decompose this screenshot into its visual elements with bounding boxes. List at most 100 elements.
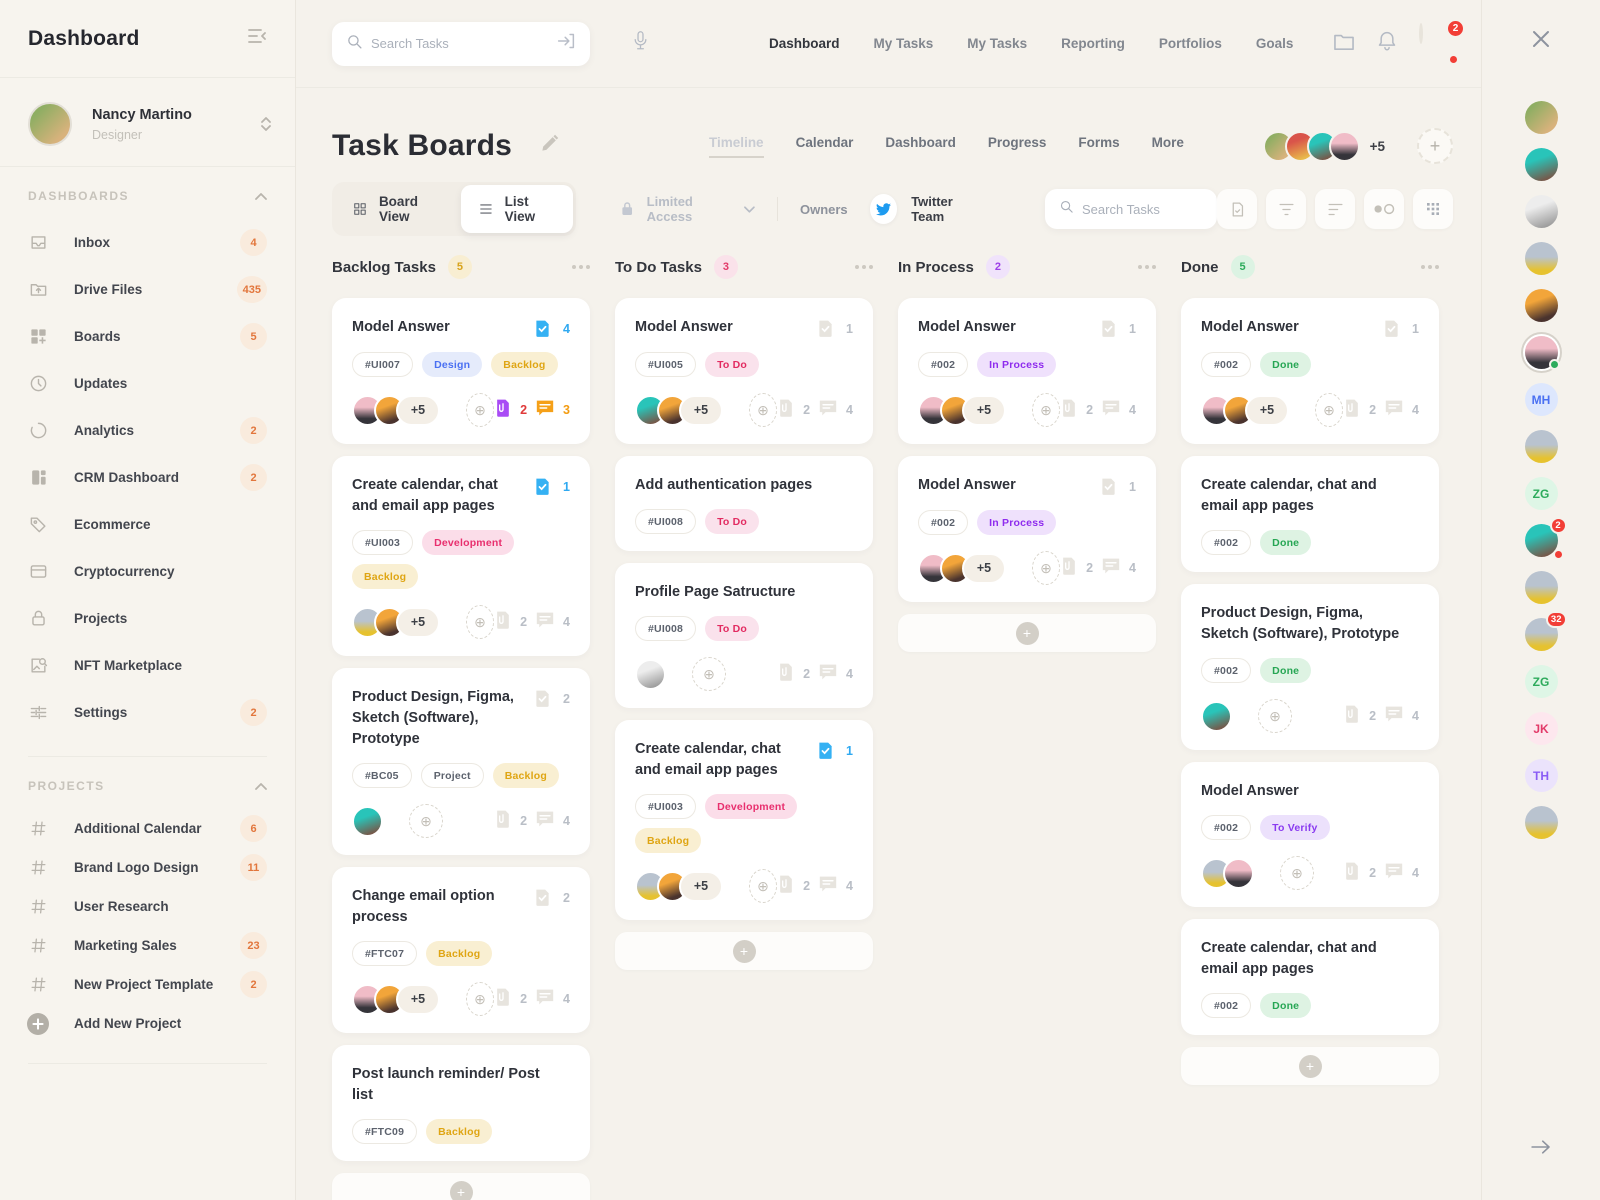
column-menu-icon[interactable]: [1138, 265, 1156, 269]
global-search[interactable]: [332, 21, 590, 66]
assignee-avatars[interactable]: +5: [918, 552, 1006, 584]
assignee-avatars[interactable]: [1201, 700, 1232, 732]
member-initials[interactable]: MH: [1524, 383, 1558, 416]
assignee-avatars[interactable]: [352, 805, 383, 837]
tab-forms[interactable]: Forms: [1078, 134, 1120, 150]
nav-goals[interactable]: Goals: [1255, 36, 1294, 51]
sidebar-item-projects[interactable]: Projects: [28, 595, 267, 642]
add-card-button[interactable]: +: [615, 932, 873, 971]
sidebar-item-inbox[interactable]: Inbox 4: [28, 219, 267, 266]
sidebar-item-crm-dashboard[interactable]: CRM Dashboard 2: [28, 454, 267, 501]
sidebar-item-ecommerce[interactable]: Ecommerce: [28, 501, 267, 548]
assignee-avatars[interactable]: +5: [352, 394, 440, 426]
assignee-avatars[interactable]: +5: [352, 606, 440, 638]
member-avatar[interactable]: [1524, 571, 1558, 604]
grid-layout-icon[interactable]: [1413, 189, 1454, 229]
task-card[interactable]: Change email option process 2 #FTC07 Bac…: [332, 867, 590, 1034]
member-initials[interactable]: ZG: [1524, 477, 1558, 510]
task-card[interactable]: Product Design, Figma, Sketch (Software)…: [1181, 584, 1439, 751]
sidebar-project-brand-logo-design[interactable]: Brand Logo Design 11: [28, 848, 267, 887]
tab-calendar[interactable]: Calendar: [795, 134, 854, 150]
column-menu-icon[interactable]: [572, 265, 590, 269]
member-initials[interactable]: JK: [1524, 712, 1558, 745]
task-card[interactable]: Create calendar, chat and email app page…: [1181, 919, 1439, 1036]
member-avatar[interactable]: [1524, 195, 1558, 228]
task-card[interactable]: Create calendar, chat and email app page…: [615, 720, 873, 921]
sidebar-item-cryptocurrency[interactable]: Cryptocurrency: [28, 548, 267, 595]
sidebar-project-marketing-sales[interactable]: Marketing Sales 23: [28, 926, 267, 965]
assignee-avatars[interactable]: +5: [635, 870, 723, 902]
add-card-button[interactable]: +: [1181, 1047, 1439, 1086]
sidebar-item-boards[interactable]: Boards 5: [28, 313, 267, 360]
add-assignee-button[interactable]: ⊕: [1032, 551, 1061, 585]
member-initials[interactable]: ZG: [1524, 665, 1558, 698]
task-card[interactable]: Create calendar, chat and email app page…: [1181, 456, 1439, 573]
tab-more[interactable]: More: [1151, 134, 1184, 150]
task-card[interactable]: Model Answer #002 To Verify ⊕ 2 4: [1181, 762, 1439, 908]
add-new-project-button[interactable]: Add New Project: [27, 1004, 267, 1043]
profile-expander-icon[interactable]: [261, 117, 271, 131]
assignee-avatars[interactable]: +5: [352, 983, 440, 1015]
add-assignee-button[interactable]: ⊕: [466, 982, 495, 1017]
chevron-up-icon[interactable]: [255, 777, 267, 795]
add-assignee-button[interactable]: ⊕: [466, 393, 495, 427]
tab-dashboard[interactable]: Dashboard: [885, 134, 956, 150]
task-card[interactable]: Post launch reminder/ Post list #FTC09 B…: [332, 1045, 590, 1162]
sidebar-collapse-icon[interactable]: [247, 28, 267, 49]
column-menu-icon[interactable]: [1421, 265, 1439, 269]
profile-avatar[interactable]: 2: [1419, 18, 1465, 65]
nav-reporting[interactable]: Reporting: [1061, 36, 1125, 51]
assignee-avatars[interactable]: [1201, 857, 1254, 889]
nav-dashboard[interactable]: Dashboard: [769, 36, 840, 51]
add-assignee-button[interactable]: ⊕: [1032, 393, 1061, 427]
task-card[interactable]: Model Answer 1 #002 In Process +5 ⊕: [898, 298, 1156, 444]
sidebar-item-updates[interactable]: Updates: [28, 360, 267, 407]
board-view-button[interactable]: Board View: [335, 185, 461, 233]
notifications-bell-icon[interactable]: [1377, 30, 1397, 57]
add-card-button[interactable]: +: [898, 614, 1156, 652]
sort-icon[interactable]: [1315, 189, 1356, 229]
assignee-avatars[interactable]: [635, 658, 666, 690]
member-avatar[interactable]: [1524, 430, 1558, 463]
microphone-icon[interactable]: [632, 30, 649, 57]
add-assignee-button[interactable]: ⊕: [749, 869, 778, 904]
member-avatar[interactable]: [1524, 289, 1558, 322]
sidebar-item-analytics[interactable]: Analytics 2: [28, 407, 267, 454]
nav-my-tasks-1[interactable]: My Tasks: [873, 36, 934, 51]
tab-timeline[interactable]: Timeline: [709, 135, 764, 158]
close-icon[interactable]: [1532, 30, 1550, 53]
list-view-button[interactable]: List View: [460, 185, 574, 233]
chevron-up-icon[interactable]: [255, 187, 267, 205]
task-card[interactable]: Model Answer 1 #002 Done +5 ⊕: [1181, 298, 1439, 444]
member-avatars[interactable]: [1262, 130, 1360, 162]
board-search[interactable]: [1045, 189, 1259, 229]
member-avatar[interactable]: 32: [1524, 611, 1567, 651]
task-card[interactable]: Model Answer 1 #002 In Process +5 ⊕: [898, 456, 1156, 602]
add-assignee-button[interactable]: ⊕: [1258, 699, 1292, 734]
assignee-avatars[interactable]: +5: [635, 394, 723, 426]
task-card[interactable]: Model Answer 4 #UI007 Design Backlog +5 …: [332, 298, 590, 444]
add-card-button[interactable]: +: [332, 1173, 590, 1200]
edit-title-icon[interactable]: [540, 134, 559, 158]
sidebar-project-new-project-template[interactable]: New Project Template 2: [28, 965, 267, 1004]
member-avatar[interactable]: 2: [1524, 517, 1567, 560]
member-avatar[interactable]: [1524, 101, 1558, 134]
task-card[interactable]: Product Design, Figma, Sketch (Software)…: [332, 668, 590, 856]
add-assignee-button[interactable]: ⊕: [409, 804, 443, 839]
add-member-button[interactable]: +: [1417, 128, 1453, 164]
add-assignee-button[interactable]: ⊕: [1315, 393, 1344, 427]
member-avatar[interactable]: [1524, 148, 1558, 181]
sidebar-project-user-research[interactable]: User Research: [28, 887, 267, 926]
board-search-input[interactable]: [1082, 201, 1259, 217]
team-name[interactable]: Twitter Team: [911, 194, 953, 224]
search-input[interactable]: [371, 36, 548, 51]
member-avatar[interactable]: [1524, 242, 1558, 275]
nav-my-tasks-2[interactable]: My Tasks: [967, 36, 1028, 51]
expand-arrow-icon[interactable]: [1530, 1139, 1552, 1160]
sidebar-item-settings[interactable]: Settings 2: [28, 689, 267, 736]
add-assignee-button[interactable]: ⊕: [692, 657, 726, 692]
column-menu-icon[interactable]: [855, 265, 873, 269]
task-card[interactable]: Profile Page Satructure #UI008 To Do ⊕ 2…: [615, 563, 873, 709]
sidebar-item-drive-files[interactable]: Drive Files 435: [28, 266, 267, 313]
assignee-avatars[interactable]: +5: [1201, 394, 1289, 426]
